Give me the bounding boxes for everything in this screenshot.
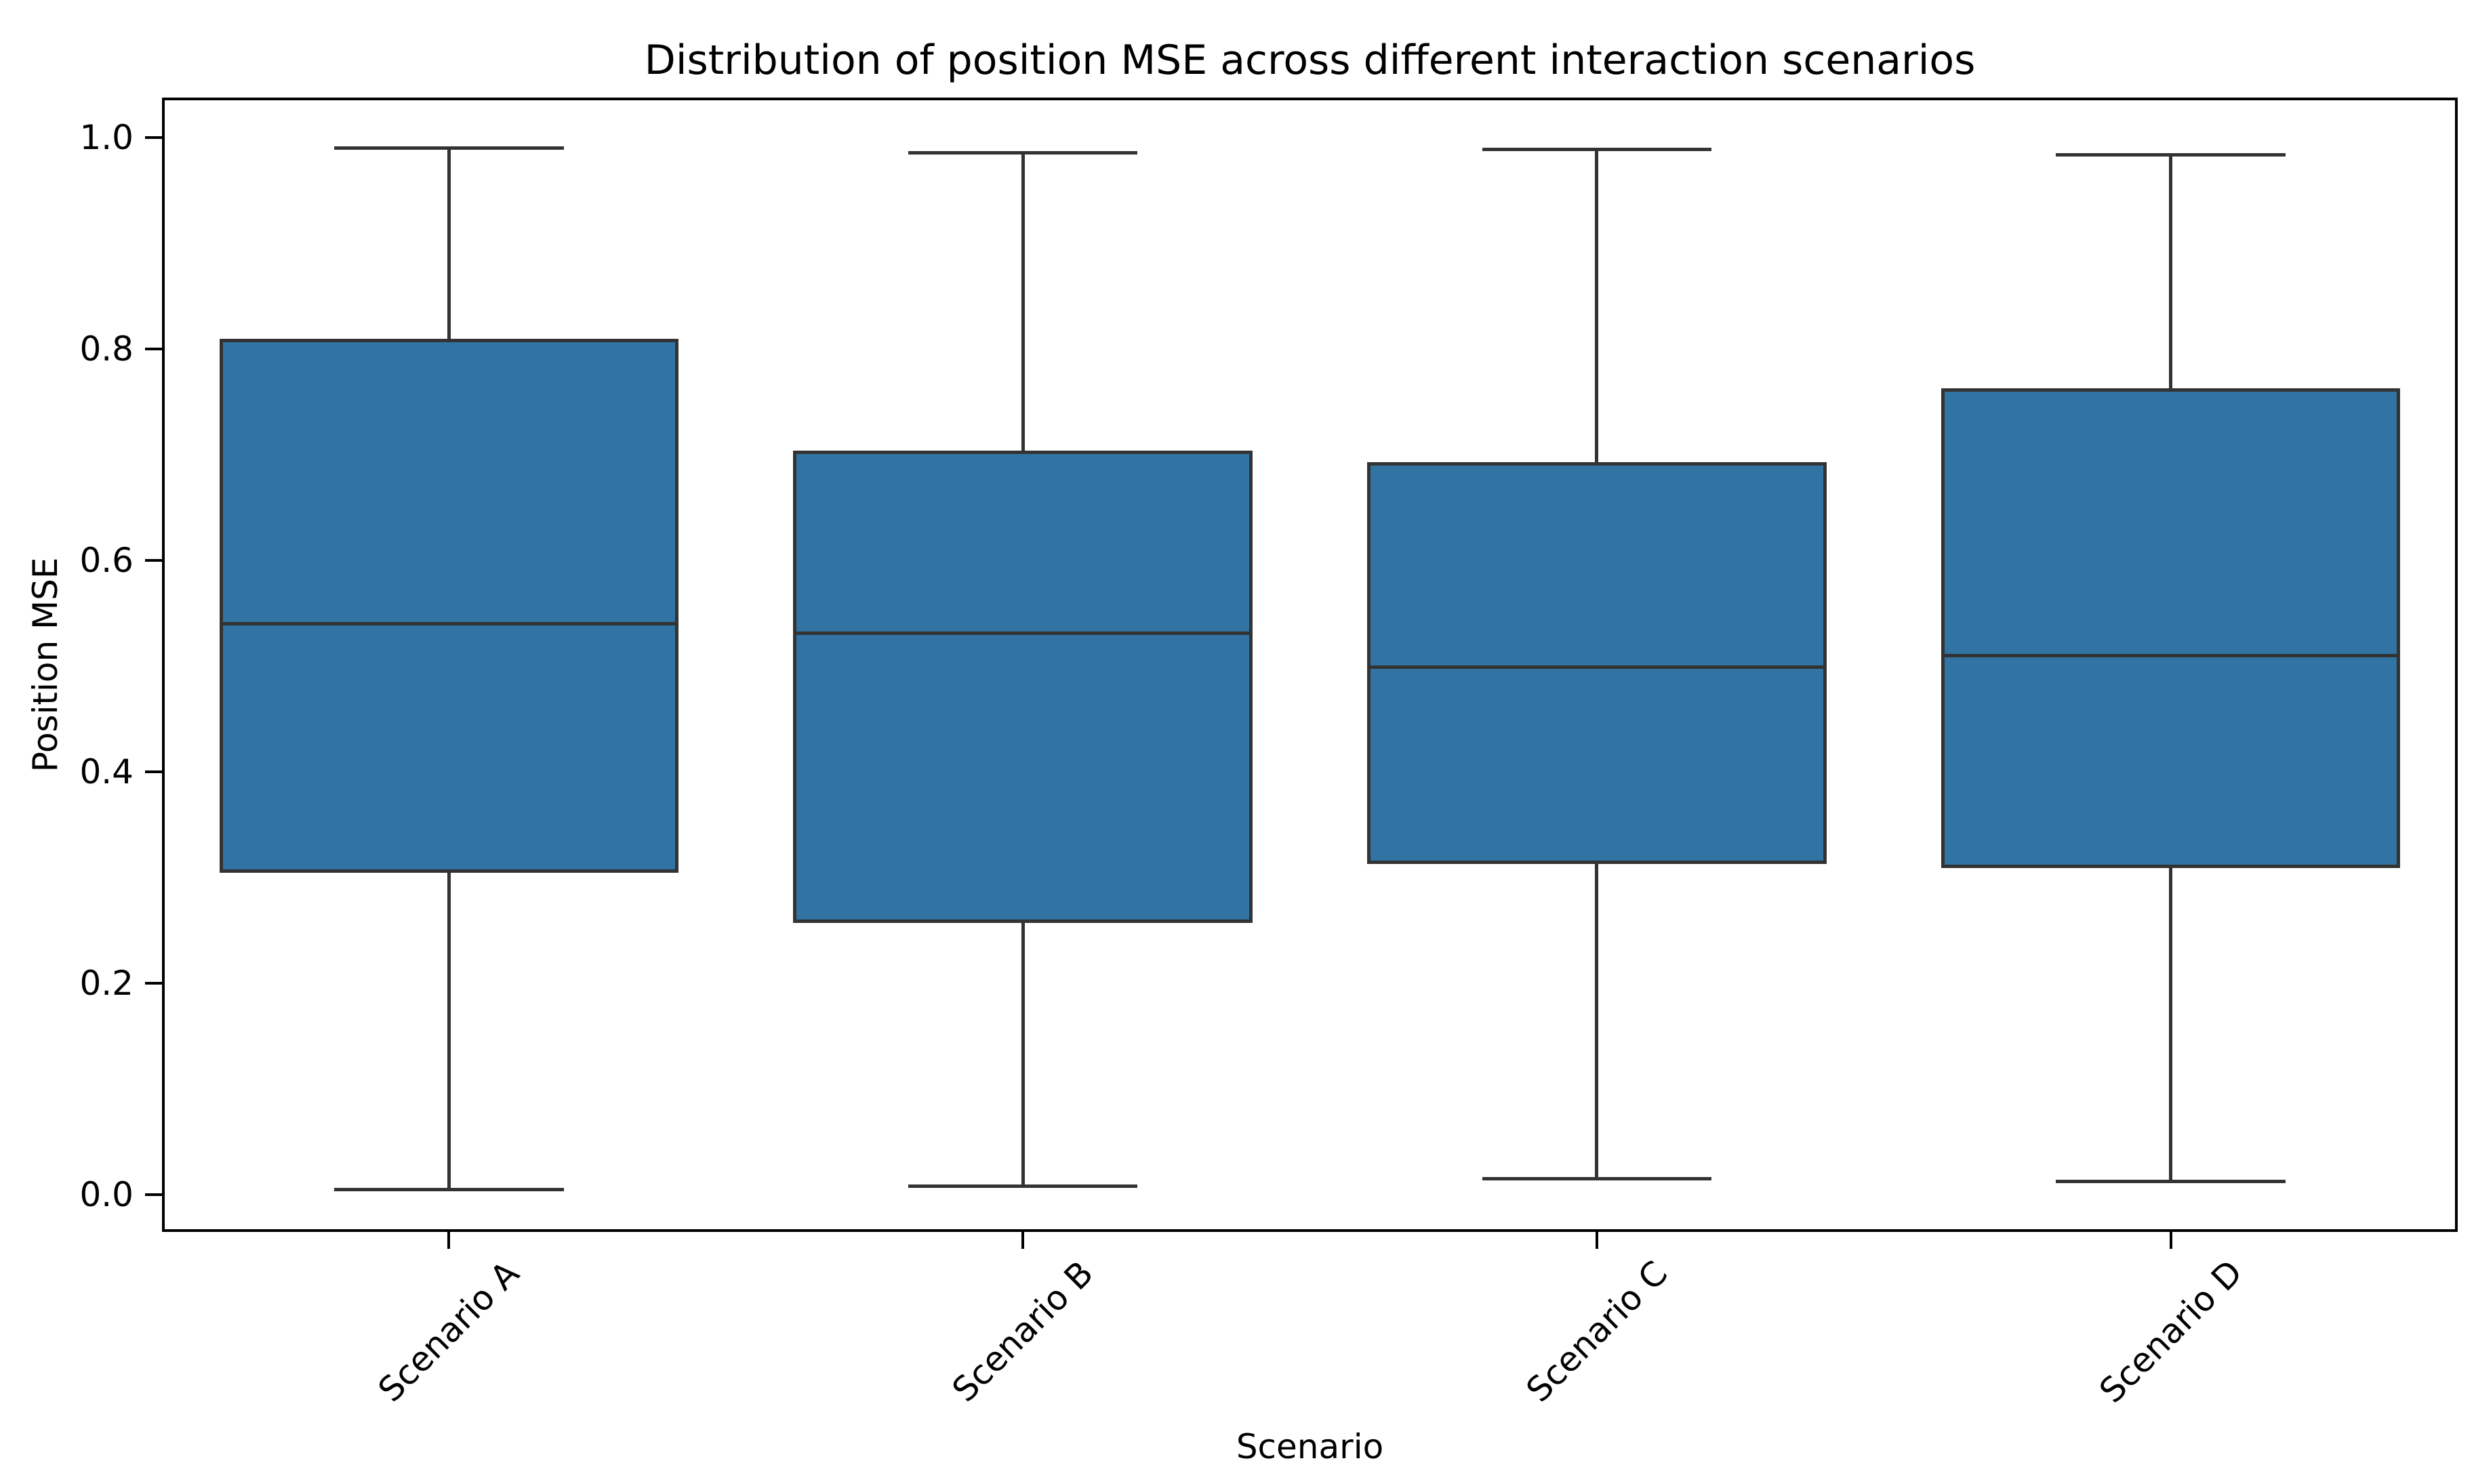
median-scenario-d (1941, 654, 2401, 658)
y-tick-label: 0.4 (79, 752, 134, 792)
upper-cap-scenario-c (1482, 147, 1712, 151)
median-scenario-c (1367, 665, 1827, 669)
y-axis-label: Position MSE (26, 557, 65, 772)
median-scenario-b (793, 632, 1253, 636)
median-scenario-a (219, 622, 679, 626)
x-tick-label: Scenario A (371, 1253, 527, 1410)
y-tick-label: 0.6 (79, 541, 134, 581)
x-axis-label: Scenario (1236, 1427, 1384, 1466)
upper-cap-scenario-b (908, 150, 1138, 154)
upper-whisker-scenario-d (2169, 154, 2173, 389)
y-tick (145, 348, 162, 351)
x-tick-label: Scenario C (1518, 1253, 1676, 1410)
y-tick-label: 0.0 (79, 1175, 134, 1215)
y-tick-label: 0.2 (79, 964, 134, 1004)
upper-whisker-scenario-c (1595, 149, 1599, 463)
lower-cap-scenario-a (334, 1188, 564, 1192)
chart-title: Distribution of position MSE across diff… (644, 37, 1976, 84)
lower-whisker-scenario-b (1021, 923, 1025, 1187)
lower-whisker-scenario-c (1595, 864, 1599, 1179)
box-scenario-a (219, 338, 679, 873)
lower-cap-scenario-b (908, 1184, 1138, 1189)
upper-whisker-scenario-a (447, 148, 451, 339)
y-tick (145, 136, 162, 140)
upper-whisker-scenario-b (1021, 152, 1025, 451)
y-tick (145, 770, 162, 774)
x-tick (447, 1232, 451, 1249)
x-tick (1021, 1232, 1025, 1249)
x-tick (1595, 1232, 1598, 1249)
box-scenario-d (1941, 388, 2401, 869)
box-scenario-b (793, 451, 1253, 924)
x-tick-label: Scenario D (2092, 1252, 2250, 1411)
x-tick (2169, 1232, 2172, 1249)
upper-cap-scenario-a (334, 146, 564, 150)
y-tick-label: 0.8 (79, 329, 134, 369)
y-tick-label: 1.0 (79, 118, 134, 158)
lower-whisker-scenario-d (2169, 868, 2173, 1182)
lower-cap-scenario-c (1482, 1177, 1712, 1181)
y-tick (145, 559, 162, 562)
x-tick-label: Scenario B (945, 1253, 1101, 1410)
lower-cap-scenario-d (2056, 1179, 2286, 1183)
lower-whisker-scenario-a (447, 872, 451, 1190)
y-tick (145, 1193, 162, 1197)
y-tick (145, 982, 162, 985)
upper-cap-scenario-d (2056, 152, 2286, 157)
box-scenario-c (1367, 462, 1827, 865)
